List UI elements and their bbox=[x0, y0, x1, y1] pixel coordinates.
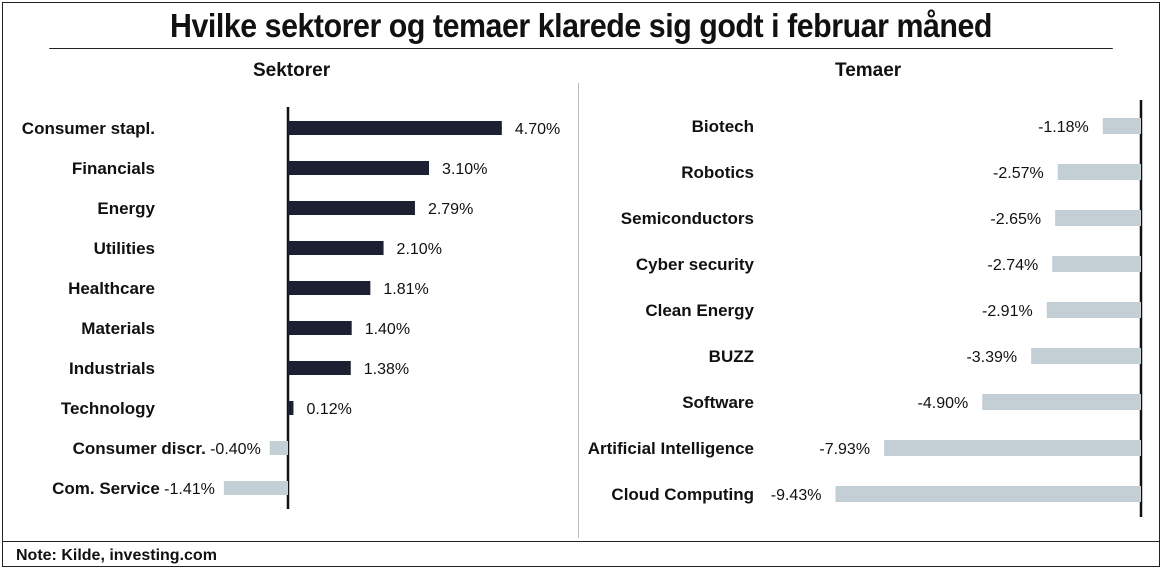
sektorer-bar-financials bbox=[288, 161, 430, 175]
temaer-category-label: Artificial Intelligence bbox=[588, 439, 754, 458]
temaer-value-label: -2.57% bbox=[993, 165, 1044, 182]
temaer-value-label: -1.18% bbox=[1038, 119, 1089, 136]
sektorer-value-label: -0.40% bbox=[210, 441, 261, 458]
sektorer-bar-industrials bbox=[288, 361, 351, 375]
sektorer-bar-consumer-stapl bbox=[288, 121, 502, 135]
temaer-category-label: Semiconductors bbox=[621, 209, 754, 228]
temaer-category-label: Cloud Computing bbox=[611, 485, 754, 504]
sektorer-value-label: 0.12% bbox=[306, 401, 351, 418]
sektorer-value-label: -1.41% bbox=[164, 481, 215, 498]
sektorer-bar-energy bbox=[288, 201, 415, 215]
sektorer-bar-technology bbox=[288, 401, 294, 415]
temaer-value-label: -2.65% bbox=[990, 211, 1041, 228]
temaer-bar-software bbox=[982, 394, 1141, 410]
sektorer-value-label: 1.81% bbox=[383, 281, 428, 298]
temaer-bar-semiconductors bbox=[1055, 210, 1141, 226]
sektorer-bar-healthcare bbox=[288, 281, 371, 295]
chart-title: Hvilke sektorer og temaer klarede sig go… bbox=[49, 3, 1113, 49]
temaer-bar-buzz bbox=[1031, 348, 1141, 364]
sektorer-category-label: Industrials bbox=[69, 359, 155, 378]
temaer-category-label: Software bbox=[682, 393, 754, 412]
temaer-value-label: -3.39% bbox=[966, 349, 1017, 366]
sektorer-category-label: Consumer discr. bbox=[73, 439, 206, 458]
sektorer-category-label: Healthcare bbox=[68, 279, 155, 298]
temaer-category-label: Robotics bbox=[681, 163, 754, 182]
temaer-bar-cyber-security bbox=[1052, 256, 1141, 272]
sektorer-value-label: 1.40% bbox=[365, 321, 410, 338]
temaer-value-label: -7.93% bbox=[819, 441, 870, 458]
sektorer-category-label: Financials bbox=[72, 159, 155, 178]
temaer-category-label: Clean Energy bbox=[645, 301, 754, 320]
sektorer-value-label: 4.70% bbox=[515, 121, 560, 138]
sektorer-category-label: Consumer stapl. bbox=[22, 119, 155, 138]
sektorer-category-label: Com. Service bbox=[52, 479, 160, 498]
temaer-value-label: -2.91% bbox=[982, 303, 1033, 320]
temaer-category-label: BUZZ bbox=[709, 347, 754, 366]
temaer-bar-clean-energy bbox=[1046, 302, 1141, 318]
temaer-bar-artificial-intelligence bbox=[884, 440, 1141, 456]
sektorer-bar-consumer-discr bbox=[269, 441, 288, 455]
temaer-bar-robotics bbox=[1057, 164, 1141, 180]
sektorer-value-label: 2.10% bbox=[397, 241, 442, 258]
source-note: Note: Kilde, investing.com bbox=[16, 547, 217, 564]
sektorer-category-label: Materials bbox=[81, 319, 155, 338]
sektorer-category-label: Utilities bbox=[94, 239, 155, 258]
temaer-panel-title: Temaer bbox=[835, 60, 902, 81]
temaer-category-label: Cyber security bbox=[636, 255, 755, 274]
note-bar: Note: Kilde, investing.com bbox=[3, 541, 1159, 568]
sektorer-value-label: 2.79% bbox=[428, 201, 473, 218]
temaer-category-label: Biotech bbox=[692, 117, 754, 136]
temaer-value-label: -9.43% bbox=[771, 487, 822, 504]
temaer-value-label: -2.74% bbox=[988, 257, 1039, 274]
sektorer-category-label: Technology bbox=[61, 399, 156, 418]
sektorer-bar-com-service bbox=[223, 481, 288, 495]
temaer-bar-biotech bbox=[1102, 118, 1141, 134]
sektorer-bar-utilities bbox=[288, 241, 384, 255]
sektorer-value-label: 1.38% bbox=[364, 361, 409, 378]
panel-divider bbox=[578, 83, 579, 538]
temaer-value-label: -4.90% bbox=[918, 395, 969, 412]
sektorer-category-label: Energy bbox=[97, 199, 155, 218]
sektorer-panel-title: Sektorer bbox=[253, 60, 331, 81]
sektorer-value-label: 3.10% bbox=[442, 161, 487, 178]
sektorer-bar-materials bbox=[288, 321, 352, 335]
temaer-bar-cloud-computing bbox=[835, 486, 1141, 502]
